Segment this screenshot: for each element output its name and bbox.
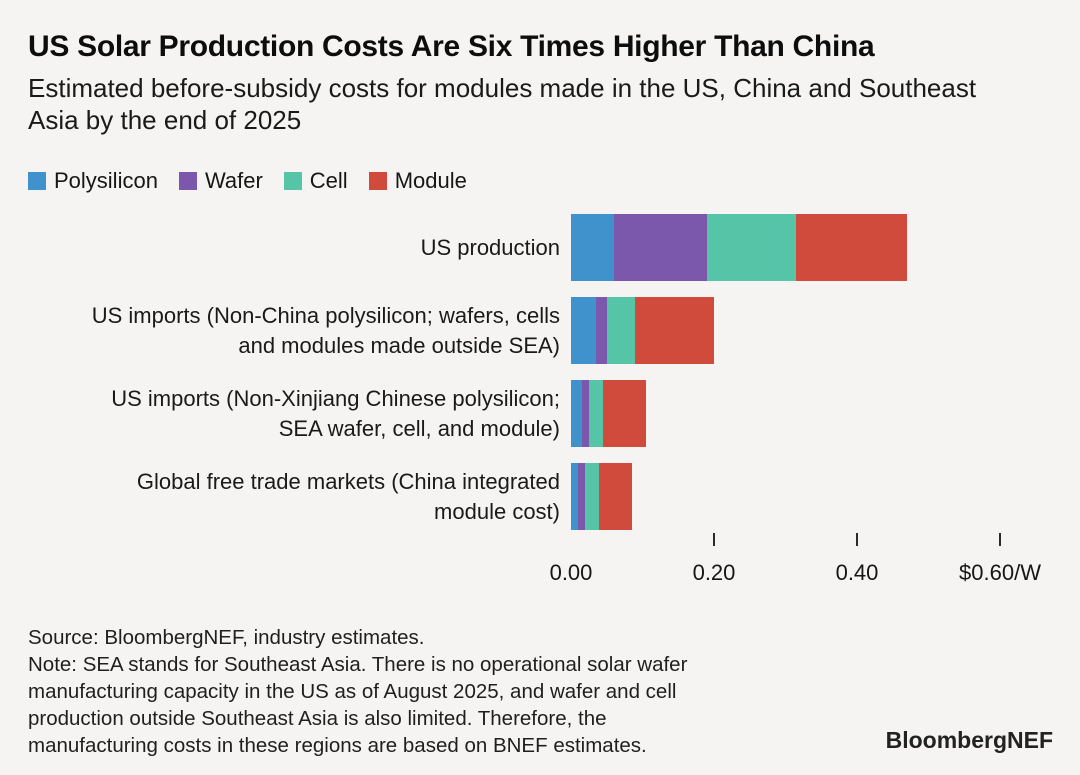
note-line: production outside Southeast Asia is als… bbox=[28, 707, 607, 730]
stacked-bar bbox=[571, 380, 646, 447]
axis-tick bbox=[856, 533, 858, 546]
legend-item-cell: Cell bbox=[283, 168, 348, 194]
bar-segment-polysilicon bbox=[571, 297, 596, 364]
category-label: US imports (Non-China polysilicon; wafer… bbox=[91, 302, 560, 358]
bar-segment-cell bbox=[585, 463, 600, 530]
bar-segment-cell bbox=[706, 214, 797, 281]
bar-segment-wafer bbox=[596, 297, 607, 364]
bar-segment-module bbox=[599, 463, 632, 530]
category-label: Global free trade markets (China integra… bbox=[136, 468, 560, 524]
note-line: manufacturing capacity in the US as of A… bbox=[28, 680, 677, 703]
bar-row: US imports (Non-Xinjiang Chinese polysil… bbox=[0, 380, 1080, 447]
legend-label: Polysilicon bbox=[54, 168, 158, 193]
bar-row: US imports (Non-China polysilicon; wafer… bbox=[0, 297, 1080, 364]
legend-label: Module bbox=[394, 168, 467, 193]
bar-segment-module bbox=[635, 297, 714, 364]
chart-subtitle: Estimated before-subsidy costs for modul… bbox=[28, 73, 977, 135]
legend-item-polysilicon: Polysilicon bbox=[28, 168, 158, 194]
cell-swatch-icon bbox=[283, 172, 302, 190]
legend-item-wafer: Wafer bbox=[178, 168, 263, 194]
legend: Polysilicon Wafer Cell Module bbox=[28, 168, 488, 194]
bar-segment-module bbox=[796, 214, 908, 281]
bar-row: US production bbox=[0, 214, 1080, 281]
axis-tick bbox=[713, 533, 715, 546]
category-label: US imports (Non-Xinjiang Chinese polysil… bbox=[111, 385, 560, 441]
category-label: US production bbox=[420, 234, 560, 260]
axis-tick-label: $0.60/W bbox=[959, 560, 1041, 585]
bar-row: Global free trade markets (China integra… bbox=[0, 463, 1080, 530]
bar-segment-wafer bbox=[613, 214, 707, 281]
stacked-bar bbox=[571, 214, 908, 281]
note-line: manufacturing costs in these regions are… bbox=[28, 734, 647, 757]
bloombergnef-logo: BloombergNEF bbox=[885, 727, 1053, 753]
x-axis: 0.00 0.20 0.40 $0.60/W bbox=[550, 533, 1080, 593]
legend-item-module: Module bbox=[368, 168, 467, 194]
source-text: Source: BloombergNEF, industry estimates… bbox=[28, 626, 425, 649]
wafer-swatch-icon bbox=[178, 172, 197, 190]
module-swatch-icon bbox=[368, 172, 387, 190]
bar-segment-wafer bbox=[581, 380, 589, 447]
axis-tick bbox=[999, 533, 1001, 546]
footer: Source: BloombergNEF, industry estimates… bbox=[28, 624, 687, 759]
stacked-bar bbox=[571, 297, 714, 364]
stacked-bar bbox=[571, 463, 632, 530]
note-text: Note: SEA stands for Southeast Asia. The… bbox=[28, 651, 687, 759]
bar-segment-polysilicon bbox=[571, 380, 582, 447]
chart-rows: US production US imports (Non-China polys… bbox=[0, 214, 1080, 546]
legend-label: Cell bbox=[309, 168, 348, 193]
polysilicon-swatch-icon bbox=[28, 172, 46, 190]
bar-segment-polysilicon bbox=[571, 463, 579, 530]
bar-segment-polysilicon bbox=[571, 214, 614, 281]
chart-title: US Solar Production Costs Are Six Times … bbox=[28, 30, 875, 63]
axis-tick-label: 0.40 bbox=[835, 560, 879, 585]
axis-tick-label: 0.00 bbox=[549, 560, 593, 585]
bar-segment-wafer bbox=[578, 463, 586, 530]
bar-segment-cell bbox=[588, 380, 604, 447]
axis-tick-label: 0.20 bbox=[692, 560, 736, 585]
bar-segment-cell bbox=[606, 297, 636, 364]
note-line: Note: SEA stands for Southeast Asia. The… bbox=[28, 653, 688, 676]
bar-segment-module bbox=[603, 380, 646, 447]
legend-label: Wafer bbox=[204, 168, 263, 193]
